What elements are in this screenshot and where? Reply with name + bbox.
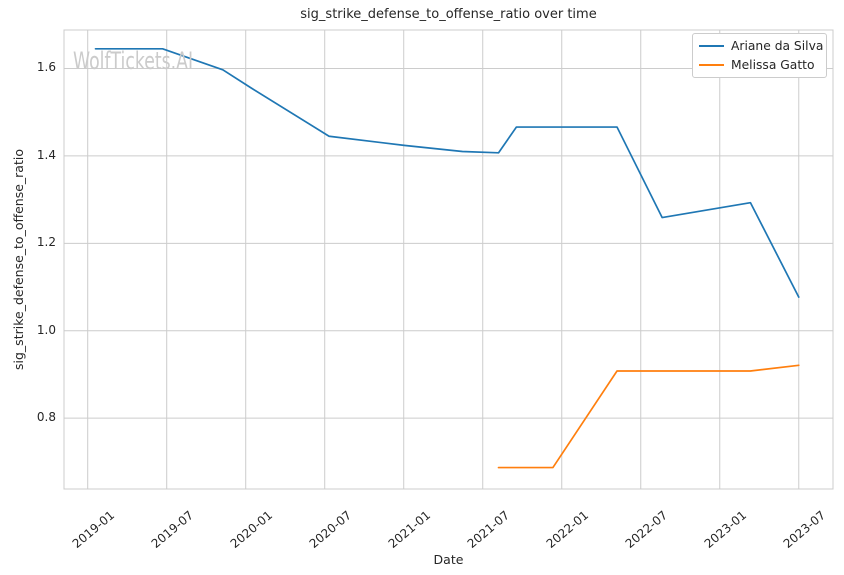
x-axis-label: Date xyxy=(433,552,464,567)
legend-label: Ariane da Silva xyxy=(731,39,824,53)
legend-item: Ariane da Silva xyxy=(699,38,824,54)
series-line-ariane-da-silva xyxy=(94,47,800,298)
y-tick-label: 1.4 xyxy=(36,147,56,162)
legend-label: Melissa Gatto xyxy=(731,58,815,72)
legend-line-swatch xyxy=(699,64,724,66)
y-tick-label: 1.6 xyxy=(36,60,56,75)
y-tick-label: 1.0 xyxy=(36,322,56,337)
y-tick-label: 1.2 xyxy=(36,235,56,250)
chart-title: sig_strike_defense_to_offense_ratio over… xyxy=(300,7,597,22)
plot-border xyxy=(63,29,834,490)
series-line-melissa-gatto xyxy=(497,364,800,469)
y-axis-label-text: sig_strike_defense_to_offense_ratio xyxy=(10,149,26,370)
legend-item: Melissa Gatto xyxy=(699,57,820,73)
legend: Ariane da Silva Melissa Gatto xyxy=(692,33,827,78)
legend-line-swatch xyxy=(699,45,724,47)
y-tick-label: 0.8 xyxy=(36,410,56,425)
watermark: WolfTickets.AI xyxy=(73,47,194,75)
